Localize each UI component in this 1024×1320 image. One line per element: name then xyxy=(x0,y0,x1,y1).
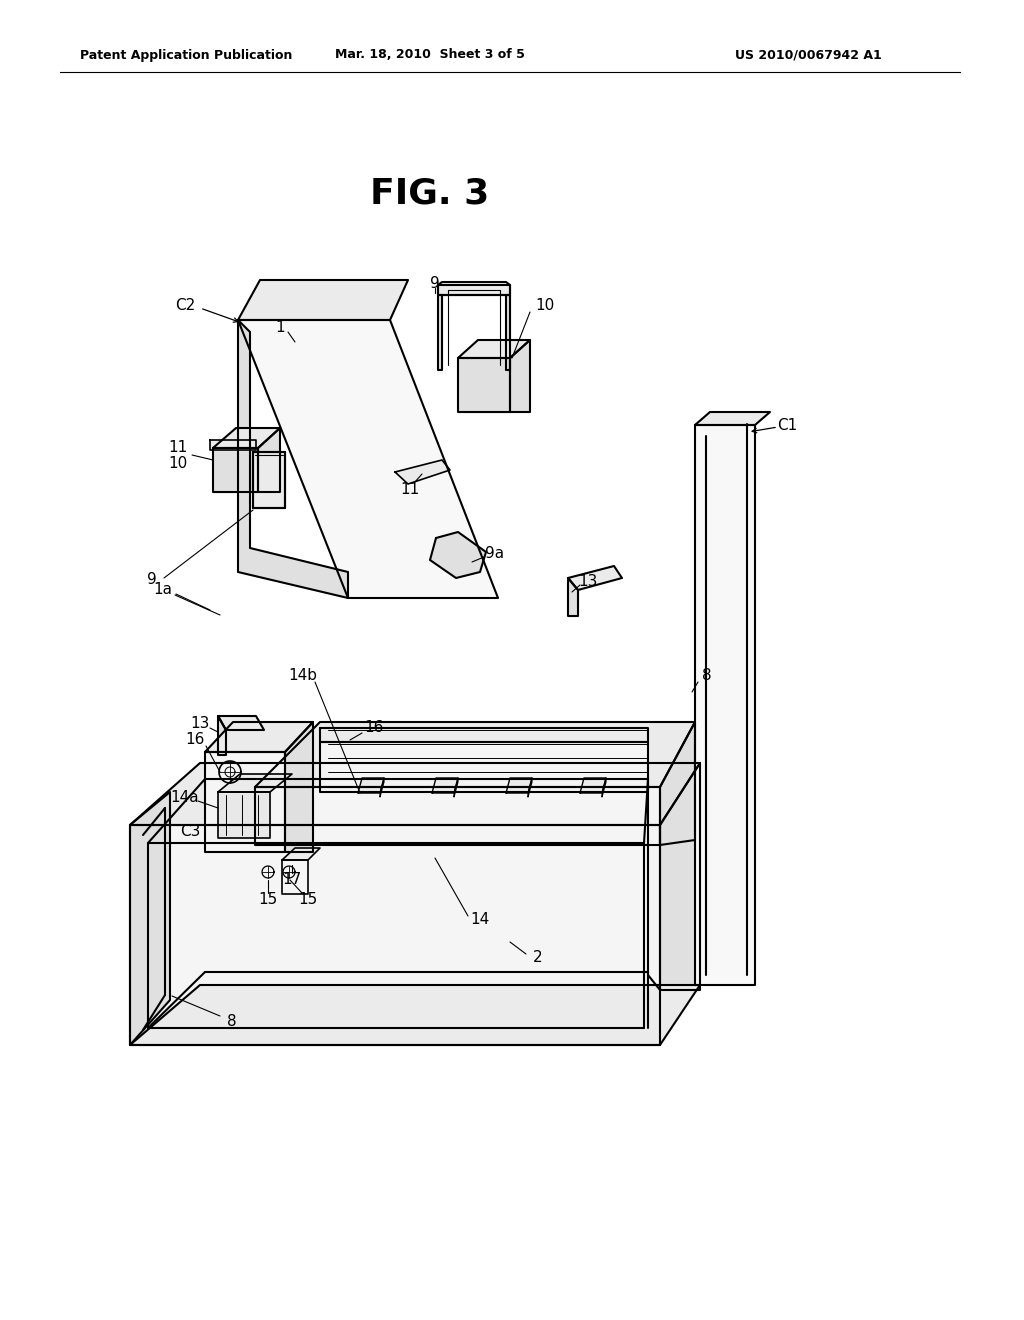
Text: Mar. 18, 2010  Sheet 3 of 5: Mar. 18, 2010 Sheet 3 of 5 xyxy=(335,49,525,62)
Text: 15: 15 xyxy=(298,892,317,908)
Polygon shape xyxy=(238,319,348,598)
Text: 14a: 14a xyxy=(171,791,200,805)
Polygon shape xyxy=(130,763,700,825)
Polygon shape xyxy=(255,787,660,845)
Polygon shape xyxy=(210,440,256,450)
Polygon shape xyxy=(218,715,264,730)
Text: 9a: 9a xyxy=(485,546,505,561)
Polygon shape xyxy=(213,428,280,447)
Polygon shape xyxy=(253,451,285,508)
Text: 10: 10 xyxy=(536,298,555,314)
Polygon shape xyxy=(458,341,530,358)
Polygon shape xyxy=(438,294,442,370)
Polygon shape xyxy=(238,319,498,598)
Polygon shape xyxy=(255,722,695,787)
Polygon shape xyxy=(458,358,510,412)
Polygon shape xyxy=(213,447,258,492)
Text: 10: 10 xyxy=(168,455,187,470)
Polygon shape xyxy=(282,861,308,894)
Polygon shape xyxy=(432,777,458,793)
Text: 14b: 14b xyxy=(289,668,317,682)
Text: C3: C3 xyxy=(180,825,200,840)
Text: Patent Application Publication: Patent Application Publication xyxy=(80,49,293,62)
Text: 11: 11 xyxy=(400,483,420,498)
Text: 11: 11 xyxy=(168,440,187,454)
Polygon shape xyxy=(602,777,606,797)
Polygon shape xyxy=(285,722,313,851)
Polygon shape xyxy=(205,722,313,752)
Polygon shape xyxy=(395,459,450,484)
Text: US 2010/0067942 A1: US 2010/0067942 A1 xyxy=(735,49,882,62)
Text: 8: 8 xyxy=(702,668,712,684)
Text: 1: 1 xyxy=(275,321,285,335)
Text: 8: 8 xyxy=(227,1015,237,1030)
Text: C1: C1 xyxy=(777,417,797,433)
Polygon shape xyxy=(454,777,458,797)
Text: FIG. 3: FIG. 3 xyxy=(371,176,489,210)
Text: 9: 9 xyxy=(430,276,440,290)
Text: 13: 13 xyxy=(190,717,210,731)
Polygon shape xyxy=(319,729,648,742)
Polygon shape xyxy=(695,425,755,985)
Polygon shape xyxy=(258,428,280,492)
Text: 9: 9 xyxy=(147,573,157,587)
Text: 15: 15 xyxy=(258,892,278,908)
Polygon shape xyxy=(695,412,770,425)
Polygon shape xyxy=(506,294,510,370)
Text: C2: C2 xyxy=(175,297,196,313)
Polygon shape xyxy=(660,763,700,990)
Text: 17: 17 xyxy=(283,871,302,887)
Text: 1a: 1a xyxy=(154,582,172,598)
Polygon shape xyxy=(430,532,486,578)
Polygon shape xyxy=(568,578,578,616)
Polygon shape xyxy=(130,792,170,1045)
Polygon shape xyxy=(580,777,606,793)
Polygon shape xyxy=(218,792,270,838)
Polygon shape xyxy=(528,777,532,797)
Text: 16: 16 xyxy=(185,733,205,747)
Polygon shape xyxy=(358,777,384,793)
Polygon shape xyxy=(660,722,695,845)
Polygon shape xyxy=(510,341,530,412)
Polygon shape xyxy=(568,566,622,590)
Text: 16: 16 xyxy=(365,721,384,735)
Polygon shape xyxy=(130,985,700,1045)
Polygon shape xyxy=(438,282,510,294)
Polygon shape xyxy=(380,777,384,797)
Text: 2: 2 xyxy=(534,950,543,965)
Polygon shape xyxy=(218,774,292,792)
Polygon shape xyxy=(238,280,408,319)
Text: 13: 13 xyxy=(579,574,598,590)
Polygon shape xyxy=(438,285,510,294)
Polygon shape xyxy=(282,847,319,861)
Text: 14: 14 xyxy=(470,912,489,928)
Polygon shape xyxy=(205,752,285,851)
Polygon shape xyxy=(218,715,226,755)
Polygon shape xyxy=(130,825,660,1045)
Polygon shape xyxy=(319,742,648,792)
Polygon shape xyxy=(506,777,532,793)
